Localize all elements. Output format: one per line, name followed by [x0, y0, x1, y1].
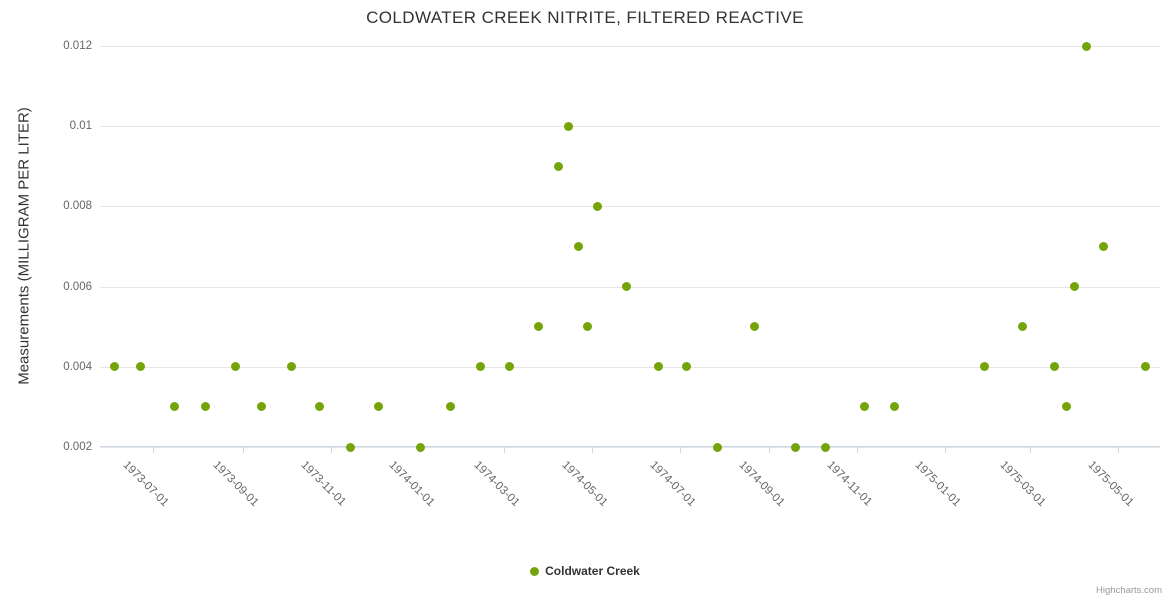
data-point[interactable] — [593, 201, 603, 211]
x-axis-label: 1974-01-01 — [386, 459, 437, 510]
data-point[interactable] — [790, 442, 800, 452]
x-axis-tick — [242, 447, 244, 453]
highcharts-credits-link[interactable]: Highcharts.com — [1096, 585, 1162, 596]
data-point[interactable] — [574, 242, 584, 251]
data-point[interactable] — [415, 442, 425, 452]
data-point[interactable] — [287, 362, 297, 372]
data-point[interactable] — [257, 402, 267, 412]
data-point[interactable] — [859, 402, 869, 412]
x-axis-label: 1974-03-01 — [471, 459, 522, 510]
legend-item-coldwater-creek[interactable]: Coldwater Creek — [0, 564, 1170, 578]
x-axis-label: 1975-05-01 — [1085, 459, 1136, 510]
x-axis-label: 1973-07-01 — [120, 459, 171, 510]
data-point[interactable] — [231, 362, 241, 372]
data-point[interactable] — [200, 402, 210, 412]
data-point[interactable] — [445, 402, 455, 412]
data-point[interactable] — [1141, 362, 1151, 372]
x-axis-tick — [153, 447, 155, 453]
data-point[interactable] — [373, 402, 383, 412]
legend-label: Coldwater Creek — [545, 564, 640, 578]
chart-title: COLDWATER CREEK NITRITE, FILTERED REACTI… — [366, 8, 804, 27]
x-axis-label: 1974-07-01 — [647, 459, 698, 510]
data-point[interactable] — [346, 442, 356, 452]
data-point[interactable] — [505, 362, 515, 372]
data-point[interactable] — [1099, 242, 1109, 251]
data-point[interactable] — [109, 362, 119, 372]
gridline — [100, 366, 1160, 368]
data-point[interactable] — [170, 402, 180, 412]
plot-area — [100, 46, 1160, 448]
data-point[interactable] — [750, 322, 760, 332]
data-point[interactable] — [476, 362, 486, 372]
data-point[interactable] — [135, 362, 145, 372]
data-point[interactable] — [653, 362, 663, 372]
x-axis-tick — [857, 447, 859, 453]
data-point[interactable] — [533, 322, 543, 332]
data-point[interactable] — [554, 161, 564, 171]
data-point[interactable] — [314, 402, 324, 412]
y-axis-label: 0.006 — [63, 280, 92, 293]
data-point[interactable] — [890, 402, 900, 412]
data-point[interactable] — [621, 282, 631, 292]
x-axis-tick — [679, 447, 681, 453]
data-point[interactable] — [1070, 282, 1080, 292]
data-point[interactable] — [1050, 362, 1060, 372]
data-point[interactable] — [1081, 41, 1091, 51]
data-point[interactable] — [979, 362, 989, 372]
gridline — [100, 447, 1160, 448]
y-axis-label: 0.002 — [63, 441, 92, 453]
gridline — [100, 46, 1160, 47]
x-axis-tick — [1030, 447, 1032, 453]
x-axis-tick — [945, 447, 947, 453]
x-axis-label: 1973-11-01 — [298, 459, 348, 509]
data-point[interactable] — [820, 442, 830, 452]
x-axis-label: 1974-11-01 — [824, 459, 875, 509]
x-axis-label: 1974-05-01 — [559, 459, 610, 510]
gridline — [100, 206, 1160, 208]
y-axis-label: 0.012 — [63, 40, 92, 52]
y-axis-label: 0.01 — [69, 120, 92, 133]
data-point[interactable] — [1018, 322, 1028, 332]
data-point[interactable] — [682, 362, 692, 372]
legend-marker-icon — [530, 566, 540, 576]
x-axis-tick — [330, 447, 332, 453]
data-point[interactable] — [712, 442, 722, 452]
x-axis-label: 1975-01-01 — [912, 459, 963, 510]
x-axis-tick — [769, 447, 771, 453]
y-axis-label: 0.008 — [63, 200, 92, 213]
data-point[interactable] — [1061, 402, 1071, 412]
x-axis-label: 1973-09-01 — [210, 459, 261, 510]
data-point[interactable] — [582, 322, 592, 332]
y-axis-title: Measurements (MILLIGRAM PER LITER) — [15, 107, 33, 385]
x-axis-label: 1974-09-01 — [736, 459, 787, 510]
x-axis-tick — [1118, 447, 1120, 453]
data-point[interactable] — [564, 121, 574, 131]
x-axis-tick — [503, 447, 505, 453]
x-axis-label: 1975-03-01 — [997, 459, 1048, 510]
gridline — [100, 126, 1160, 128]
y-axis-label: 0.004 — [63, 360, 92, 373]
x-axis-tick — [591, 447, 593, 453]
